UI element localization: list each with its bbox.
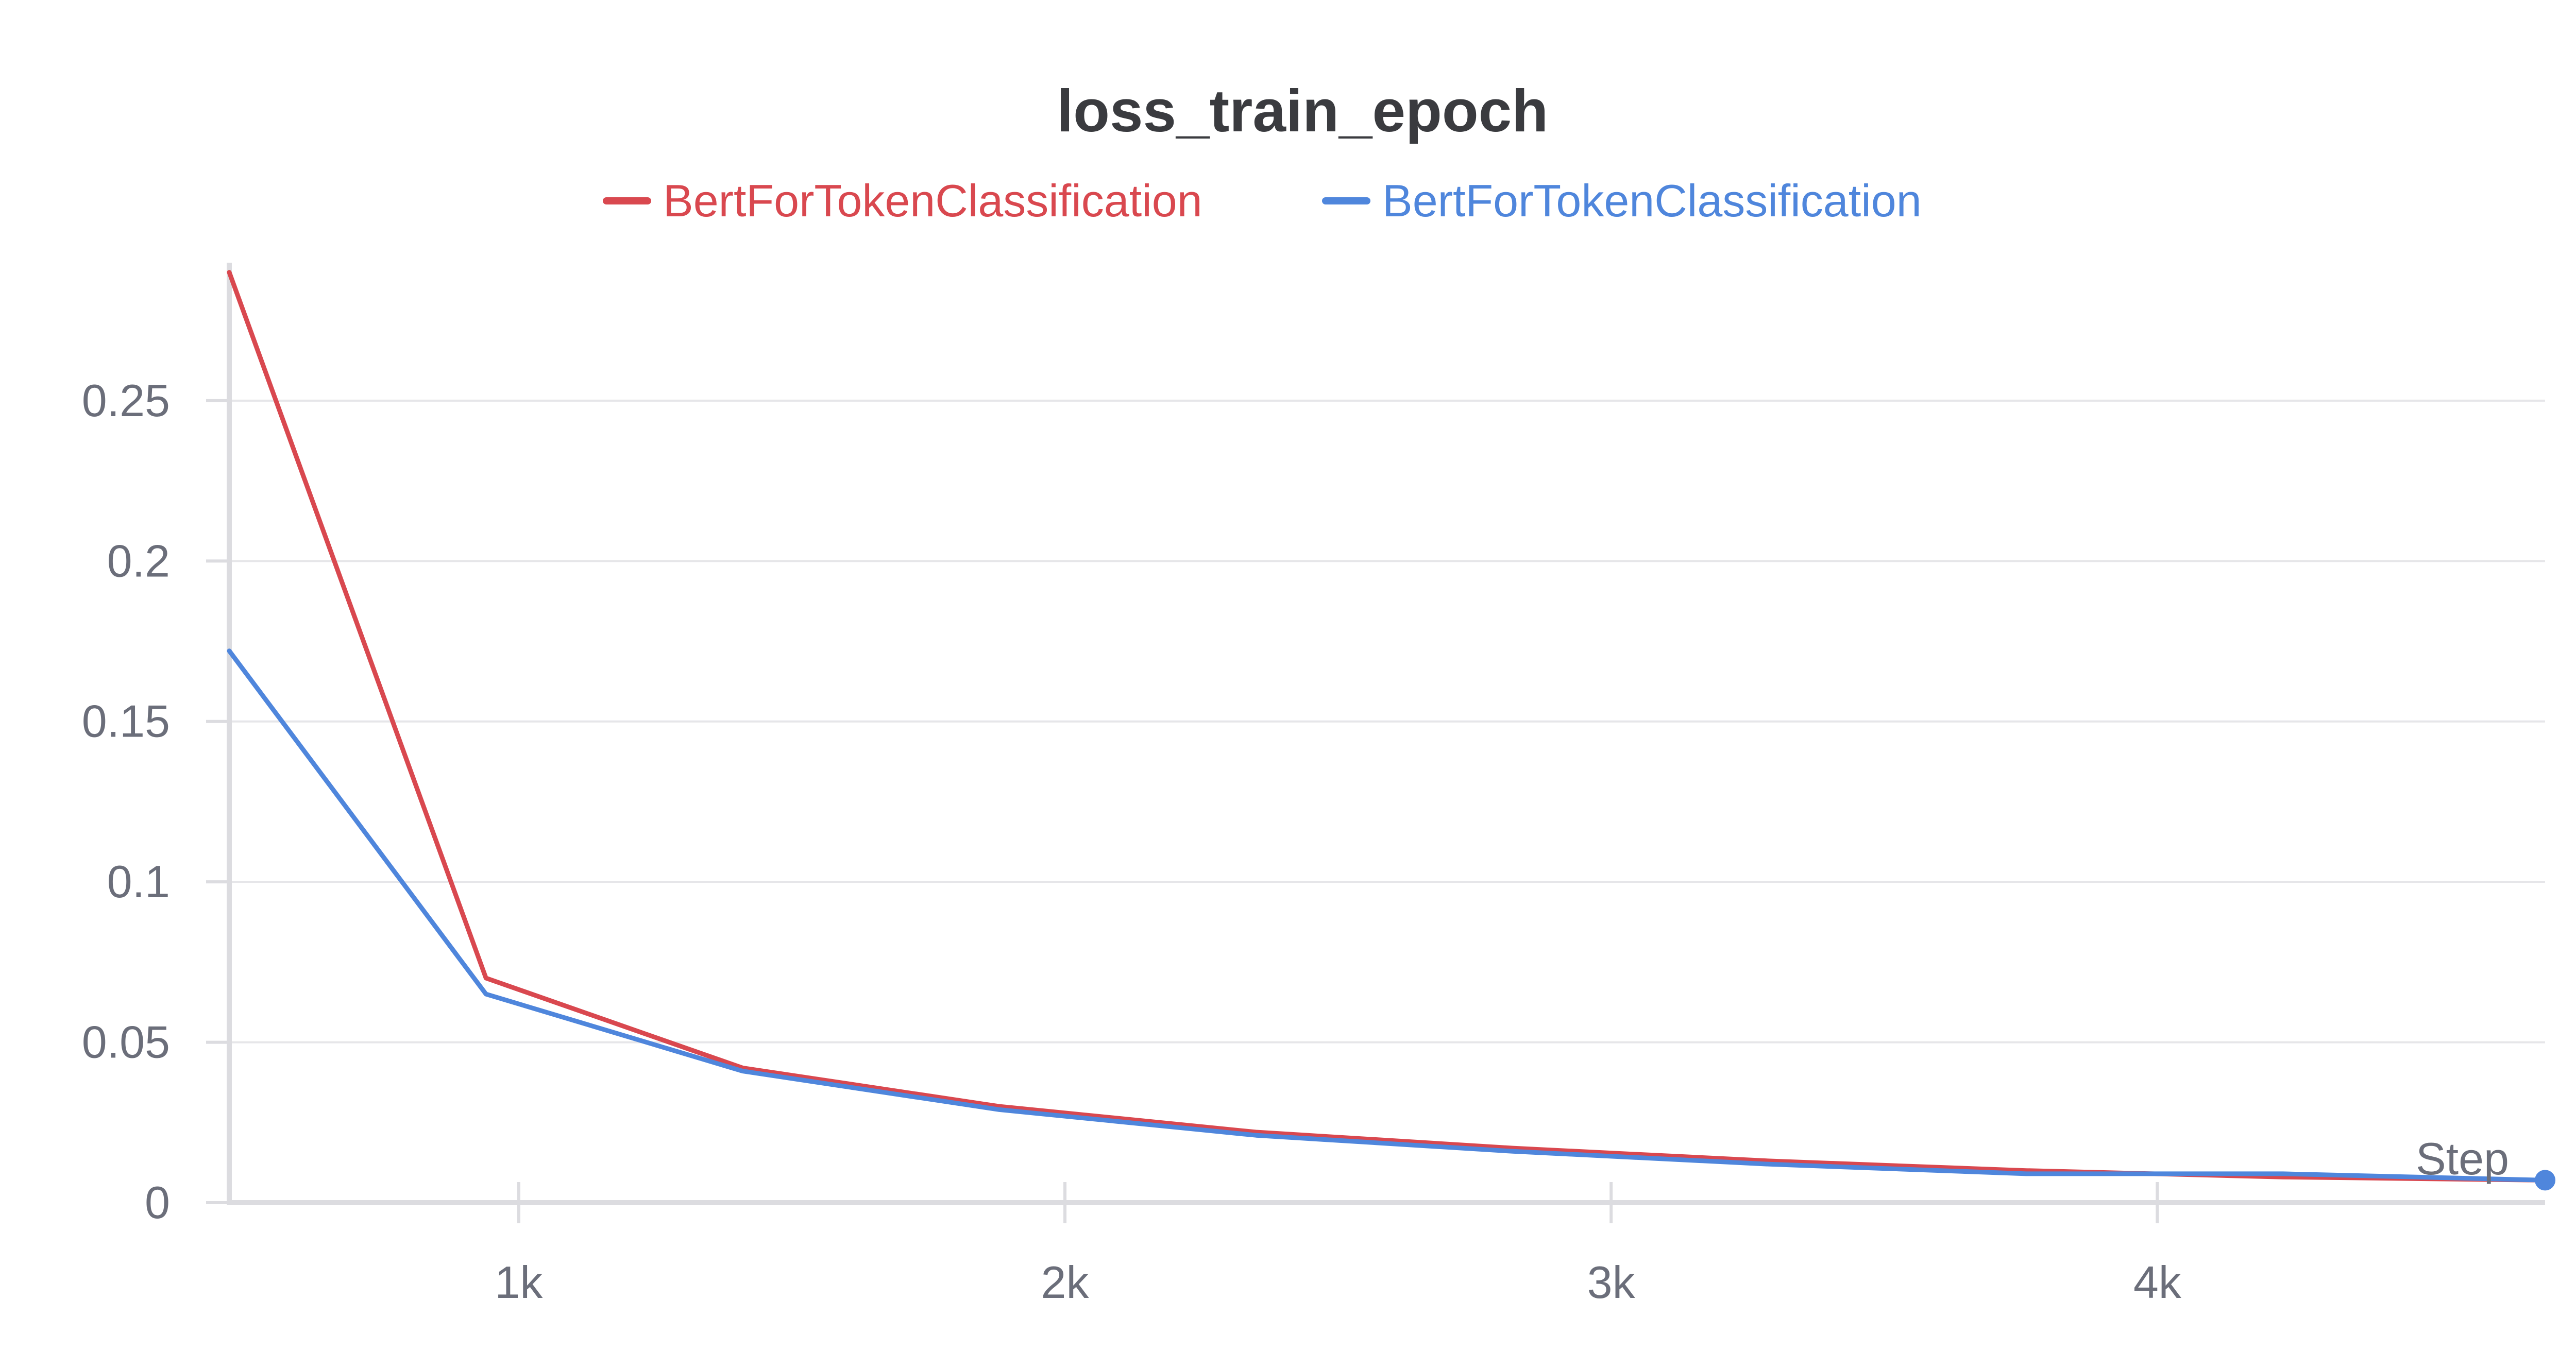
- y-tick-label: 0: [145, 1177, 170, 1228]
- legend-label: BertForTokenClassification: [663, 175, 1202, 226]
- x-tick-label: 2k: [1041, 1257, 1090, 1308]
- x-axis-ticks: 1k 2k 3k 4k: [495, 1182, 2182, 1308]
- series-lines: [227, 270, 2555, 1191]
- x-tick-label: 4k: [2133, 1257, 2182, 1308]
- legend-item: BertForTokenClassification: [1322, 175, 1922, 226]
- series-line-1: [227, 270, 2548, 1183]
- legend: BertForTokenClassification BertForTokenCl…: [603, 175, 1922, 226]
- series-line-2: [227, 648, 2548, 1183]
- axes: [227, 263, 2545, 1205]
- y-tick-label: 0.15: [82, 696, 170, 747]
- grid-lines: [229, 399, 2545, 1044]
- x-axis-label: Step: [2416, 1133, 2509, 1184]
- chart-title: loss_train_epoch: [1057, 77, 1548, 144]
- y-tick-label: 0.05: [82, 1017, 170, 1068]
- y-tick-label: 0.1: [107, 856, 170, 907]
- y-tick-label: 0.25: [82, 375, 170, 426]
- y-axis-ticks: 0 0.05 0.1 0.15 0.2 0.25: [82, 375, 229, 1228]
- y-tick-label: 0.2: [107, 535, 170, 586]
- x-tick-label: 3k: [1587, 1257, 1636, 1308]
- endpoint-marker: [2535, 1170, 2555, 1191]
- legend-item: BertForTokenClassification: [603, 175, 1202, 226]
- legend-label: BertForTokenClassification: [1382, 175, 1922, 226]
- x-tick-label: 1k: [495, 1257, 543, 1308]
